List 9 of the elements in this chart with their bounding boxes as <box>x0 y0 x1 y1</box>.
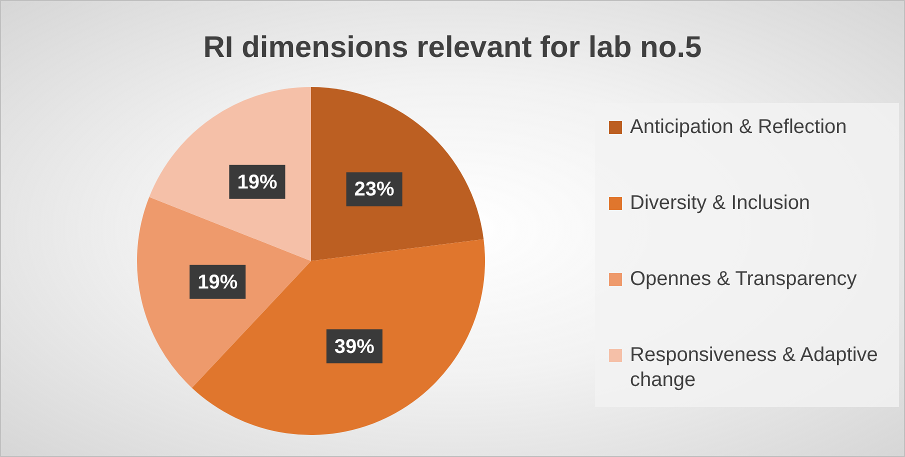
data-label: 19% <box>237 171 278 194</box>
data-label: 23% <box>354 178 395 201</box>
legend-label: Diversity & Inclusion <box>630 191 810 216</box>
legend-label: Responsiveness & Adaptive change <box>630 343 879 393</box>
legend-label: Anticipation & Reflection <box>630 115 847 140</box>
chart-title: RI dimensions relevant for lab no.5 <box>202 31 703 65</box>
legend-label: Opennes & Transparency <box>630 267 857 292</box>
data-label: 19% <box>198 271 238 294</box>
data-label: 39% <box>334 336 375 358</box>
